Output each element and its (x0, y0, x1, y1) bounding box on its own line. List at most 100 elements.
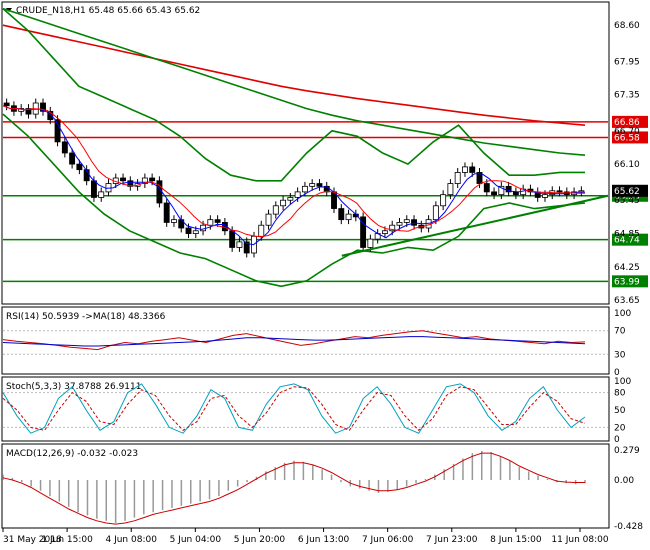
stoch-tick-0: 100 (614, 377, 631, 387)
macd-layer (2, 450, 586, 525)
candle-body-69 (505, 185, 512, 193)
level-label-1: 66.58 (614, 133, 640, 143)
current-price-label: 65.62 (614, 187, 640, 197)
candle-body-22 (163, 202, 170, 223)
candle-body-79 (578, 190, 585, 193)
x-tick-label-7: 7 Jun 23:00 (426, 535, 478, 545)
stoch-main-line (2, 383, 586, 434)
ma-fast-blue-line (2, 105, 585, 246)
candle-body-13 (98, 191, 105, 198)
price-tick-6: 64.85 (614, 230, 640, 240)
candle-body-26 (192, 230, 199, 234)
level-label-3: 64.74 (614, 236, 640, 246)
stoch-tick-3: 20 (614, 423, 626, 433)
candle-body-55 (403, 219, 410, 223)
candle-body-47 (345, 213, 352, 221)
candle-body-66 (483, 183, 490, 193)
x-tick-label-4: 5 Jun 20:00 (234, 535, 286, 545)
rsi-layer (2, 330, 608, 355)
candle-body-7 (54, 119, 61, 143)
candle-body-25 (185, 227, 192, 234)
candle-body-74 (542, 194, 548, 198)
price-tick-8: 63.65 (614, 296, 640, 306)
candle-body-39 (287, 197, 294, 201)
macd-tick-0: 0.279 (614, 446, 640, 456)
macd-panel-frame (1, 443, 610, 529)
macd-signal-line (2, 452, 585, 525)
candle-body-76 (556, 190, 563, 193)
axis-layer: 68.60 67.95 67.35 66.70 66.10 65.45 64.85 64.25… (2, 21, 643, 545)
rsi-tick-3: 0 (614, 368, 620, 378)
bollinger-upper-line (2, 7, 585, 182)
candle-body-42 (309, 183, 316, 187)
candle-body-0 (3, 102, 10, 107)
rsi-tick-1: 70 (614, 327, 626, 337)
candle-body-52 (381, 230, 388, 234)
x-tick-label-8: 8 Jun 15:00 (490, 535, 542, 545)
stoch-tick-1: 80 (614, 389, 626, 399)
level-tag-0 (612, 115, 648, 128)
level-label-4: 63.99 (614, 277, 640, 287)
candle-body-8 (61, 141, 68, 154)
macd-tick-1: 0.00 (614, 476, 634, 486)
symbol-header: CRUDE_N18,H1 65.48 65.66 65.43 65.62 (16, 6, 200, 16)
x-tick-label-9: 11 Jun 08:00 (551, 535, 608, 545)
candle-body-41 (301, 185, 308, 193)
x-tick-label-1: 1 Jun 15:00 (41, 535, 93, 545)
rsi-panel-frame (1, 306, 610, 375)
price-tick-0: 68.60 (614, 21, 640, 31)
price-tick-3: 66.70 (614, 127, 640, 137)
rsi-tick-2: 30 (614, 350, 626, 360)
rsi-title: RSI(14) 50.5939 ->MA(18) 48.3366 (6, 312, 166, 322)
candle-body-37 (272, 205, 279, 215)
stoch-tick-4: 0 (614, 435, 620, 445)
candle-body-28 (207, 219, 214, 226)
candle-body-59 (432, 205, 439, 221)
ma-fast-red-line (2, 105, 586, 238)
candle-body-68 (498, 185, 505, 196)
x-tick-label-2: 4 Jun 08:00 (105, 535, 157, 545)
candle-body-17 (127, 180, 134, 187)
trend-line (341, 194, 609, 257)
x-tick-label-0: 31 May 2018 (3, 535, 62, 545)
candle-body-64 (469, 166, 476, 173)
candle-body-63 (462, 166, 468, 173)
candle-body-65 (476, 172, 483, 184)
ma-mid-line (2, 7, 586, 156)
candle-body-70 (512, 191, 519, 196)
rsi-line (2, 330, 586, 351)
candle-body-50 (367, 238, 374, 248)
rsi-ma-line (2, 336, 586, 347)
candle-body-40 (294, 191, 301, 198)
candle-body-38 (280, 199, 287, 207)
stoch-title: Stoch(5,3,3) 37.8788 26.9111 (6, 382, 141, 392)
candle-body-60 (440, 194, 447, 207)
stoch-tick-2: 50 (614, 406, 626, 416)
ma-slow-line (2, 24, 586, 126)
candle-body-67 (491, 191, 498, 196)
level-tag-3 (612, 233, 648, 246)
candle-body-9 (69, 152, 76, 165)
current-price-tag (612, 184, 648, 197)
candle-body-32 (236, 241, 243, 248)
price-panel-frame (1, 1, 610, 305)
price-tick-1: 67.95 (614, 57, 640, 67)
candle-body-29 (214, 219, 221, 223)
level-label-0: 66.86 (614, 118, 640, 128)
candle-body-49 (360, 216, 367, 248)
price-tick-4: 66.10 (614, 160, 640, 170)
candle-body-61 (447, 183, 454, 196)
candle-body-27 (200, 224, 207, 232)
candle-body-33 (243, 241, 250, 254)
candle-body-54 (396, 222, 403, 226)
stoch-layer (2, 383, 608, 434)
rsi-tick-0: 100 (614, 309, 631, 319)
candle-body-3 (25, 108, 32, 115)
x-tick-label-3: 5 Jun 04:00 (170, 535, 222, 545)
level-tag-4 (612, 275, 648, 288)
candle-body-62 (454, 172, 461, 184)
bollinger-lower-line (2, 113, 586, 288)
candle-body-35 (258, 224, 265, 237)
